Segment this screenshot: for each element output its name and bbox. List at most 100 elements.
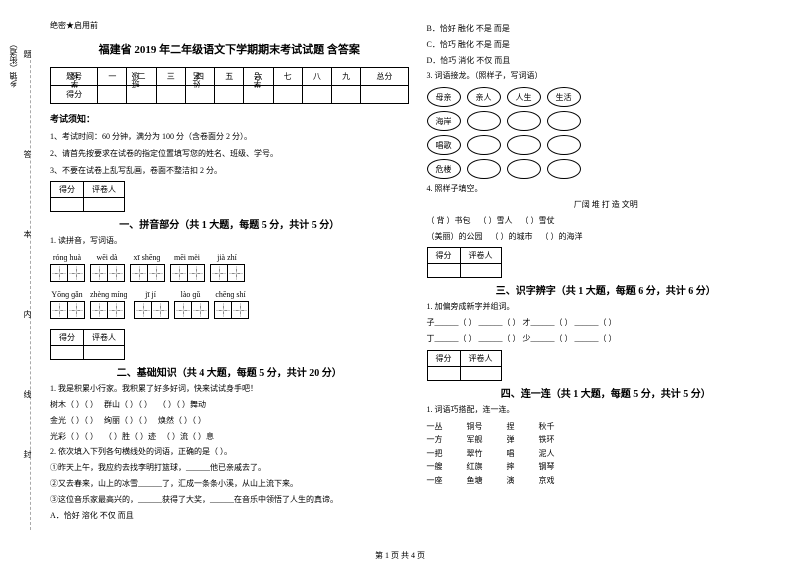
bubble-word: 海岸 bbox=[427, 111, 461, 131]
opt-d[interactable]: D．恰巧 消化 不仅 而且 bbox=[427, 55, 786, 68]
score-header: 七 bbox=[273, 68, 302, 86]
pinyin-block: Yōnɡ ɡǎn bbox=[50, 290, 84, 319]
char-cell[interactable] bbox=[90, 264, 108, 282]
bubble-word: 唱歌 bbox=[427, 135, 461, 155]
shizi-line1: 子______（ ） ______（ ） 才______（ ） ______（ … bbox=[427, 317, 786, 330]
char-grid bbox=[130, 264, 164, 282]
match-item[interactable]: 捏 bbox=[507, 420, 515, 434]
side-label-xuexiao: 学校 bbox=[69, 40, 80, 88]
q1-item: （ ）（ ）舞动 bbox=[158, 400, 206, 409]
match-item[interactable]: 一方 bbox=[427, 433, 443, 447]
char-cell[interactable] bbox=[227, 264, 245, 282]
char-cell[interactable] bbox=[174, 301, 192, 319]
char-cell[interactable] bbox=[210, 264, 228, 282]
pinyin-text: jià zhí bbox=[210, 253, 244, 262]
char-cell[interactable] bbox=[187, 264, 205, 282]
char-cell[interactable] bbox=[130, 264, 148, 282]
score-cell[interactable] bbox=[331, 86, 360, 104]
bubble-blank[interactable] bbox=[467, 135, 501, 155]
char-cell[interactable] bbox=[90, 301, 108, 319]
match-item[interactable]: 一把 bbox=[427, 447, 443, 461]
bubble-blank[interactable] bbox=[467, 111, 501, 131]
match-item[interactable]: 泥人 bbox=[539, 447, 555, 461]
match-col: 秋千 铁环 泥人 钢琴 京戏 bbox=[539, 420, 555, 488]
gradebox-empty[interactable] bbox=[51, 198, 84, 212]
gradebox-empty[interactable] bbox=[84, 346, 125, 360]
gradebox-cell: 得分 bbox=[427, 248, 460, 264]
match-item[interactable]: 钢琴 bbox=[539, 460, 555, 474]
bubble-blank[interactable] bbox=[507, 111, 541, 131]
char-cell[interactable] bbox=[231, 301, 249, 319]
match-item[interactable]: 秋千 bbox=[539, 420, 555, 434]
pinyin-block: lào ɡǔ bbox=[174, 290, 208, 319]
char-cell[interactable] bbox=[67, 301, 85, 319]
char-grid bbox=[90, 264, 124, 282]
char-cell[interactable] bbox=[50, 301, 68, 319]
match-item[interactable]: 弹 bbox=[507, 433, 515, 447]
match-item[interactable]: 唱 bbox=[507, 447, 515, 461]
match-item[interactable]: 一丛 bbox=[427, 420, 443, 434]
bubble-blank[interactable] bbox=[467, 159, 501, 179]
gradebox-empty[interactable] bbox=[51, 346, 84, 360]
match-item[interactable]: 京戏 bbox=[539, 474, 555, 488]
q4-ex: （美丽）的公园 bbox=[427, 232, 483, 241]
char-cell[interactable] bbox=[107, 301, 125, 319]
gradebox-empty[interactable] bbox=[460, 264, 501, 278]
pinyin-grid: rónɡ huàwēi dàxī shēnɡmēi mèijià zhí Yōn… bbox=[50, 251, 409, 325]
match-grid: 一丛 一方 一把 一艘 一座 铜号 军舰 翠竹 红旗 鱼塘 捏 弹 唱 摔 演 bbox=[427, 420, 786, 488]
char-cell[interactable] bbox=[134, 301, 152, 319]
char-grid bbox=[50, 301, 84, 319]
notice-item: 1、考试时间：60 分钟，满分为 100 分（含卷面分 2 分）。 bbox=[50, 131, 409, 144]
score-cell[interactable] bbox=[273, 86, 302, 104]
gradebox-empty[interactable] bbox=[84, 198, 125, 212]
side-label-xingming: 姓名 bbox=[191, 40, 202, 88]
char-cell[interactable] bbox=[214, 301, 232, 319]
fold-marker: 封 bbox=[22, 450, 33, 458]
bubble-word: 危楼 bbox=[427, 159, 461, 179]
match-item[interactable]: 铁环 bbox=[539, 433, 555, 447]
bubble-blank[interactable] bbox=[547, 111, 581, 131]
side-label-xuehao: 学号 bbox=[252, 40, 263, 88]
opt-a[interactable]: A．恰好 溶化 不仅 而且 bbox=[50, 510, 409, 523]
opt-c[interactable]: C．恰巧 融化 不是 而是 bbox=[427, 39, 786, 52]
score-cell[interactable] bbox=[361, 86, 408, 104]
bubble-blank[interactable] bbox=[507, 159, 541, 179]
bubble-blank[interactable] bbox=[507, 135, 541, 155]
pinyin-block: mēi mèi bbox=[170, 253, 204, 282]
score-cell[interactable] bbox=[302, 86, 331, 104]
char-cell[interactable] bbox=[107, 264, 125, 282]
char-cell[interactable] bbox=[191, 301, 209, 319]
gradebox-cell: 评卷人 bbox=[460, 350, 501, 366]
char-cell[interactable] bbox=[151, 301, 169, 319]
char-cell[interactable] bbox=[50, 264, 68, 282]
match-item[interactable]: 一艘 bbox=[427, 460, 443, 474]
pinyin-block: wēi dà bbox=[90, 253, 124, 282]
char-cell[interactable] bbox=[67, 264, 85, 282]
match-item[interactable]: 军舰 bbox=[467, 433, 483, 447]
match-item[interactable]: 红旗 bbox=[467, 460, 483, 474]
char-cell[interactable] bbox=[147, 264, 165, 282]
match-item[interactable]: 一座 bbox=[427, 474, 443, 488]
match-item[interactable]: 摔 bbox=[507, 460, 515, 474]
match-item[interactable]: 演 bbox=[507, 474, 515, 488]
secret-label: 绝密★启用前 bbox=[50, 20, 409, 31]
q1-item: 绚丽（ ）（ ） bbox=[104, 416, 152, 425]
q4-ex: （ ）雪人 bbox=[479, 216, 513, 225]
char-cell[interactable] bbox=[170, 264, 188, 282]
opt-b[interactable]: B．恰好 融化 不是 而是 bbox=[427, 23, 786, 36]
char-grid bbox=[134, 301, 168, 319]
gradebox-empty[interactable] bbox=[427, 264, 460, 278]
bubble-blank[interactable] bbox=[547, 135, 581, 155]
match-item[interactable]: 鱼塘 bbox=[467, 474, 483, 488]
gradebox-empty[interactable] bbox=[460, 366, 501, 380]
pinyin-prompt: 1. 读拼音，写词语。 bbox=[50, 235, 409, 248]
q1-item: 光彩（ ）（ ） bbox=[50, 432, 98, 441]
gradebox-empty[interactable] bbox=[427, 366, 460, 380]
q1-item: 焕然（ ）（ ） bbox=[158, 416, 206, 425]
char-grid bbox=[90, 301, 128, 319]
match-item[interactable]: 铜号 bbox=[467, 420, 483, 434]
bubble-word: 生活 bbox=[547, 87, 581, 107]
bubble-blank[interactable] bbox=[547, 159, 581, 179]
match-item[interactable]: 翠竹 bbox=[467, 447, 483, 461]
gradebox: 得分评卷人 bbox=[427, 247, 502, 278]
